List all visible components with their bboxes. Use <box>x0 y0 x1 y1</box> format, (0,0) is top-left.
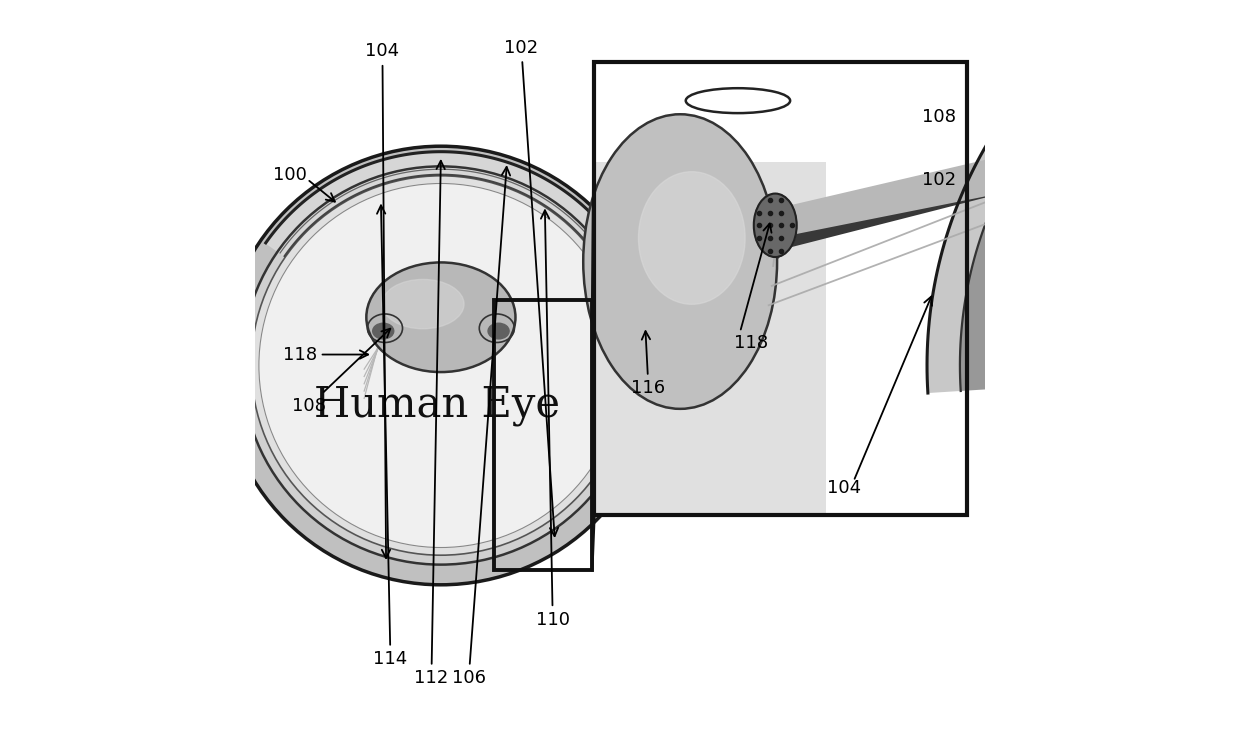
Bar <box>594 62 826 515</box>
Ellipse shape <box>367 314 403 343</box>
Text: 110: 110 <box>536 211 569 629</box>
Bar <box>495 300 593 570</box>
Circle shape <box>259 183 622 548</box>
Text: 104: 104 <box>366 42 399 558</box>
Ellipse shape <box>754 194 796 257</box>
Ellipse shape <box>373 323 394 339</box>
Ellipse shape <box>480 314 515 343</box>
Ellipse shape <box>583 114 777 409</box>
Polygon shape <box>265 152 616 256</box>
Text: 102: 102 <box>505 39 558 536</box>
Ellipse shape <box>639 172 745 304</box>
Circle shape <box>252 175 631 556</box>
Text: 100: 100 <box>273 167 306 184</box>
Polygon shape <box>1011 11 1240 387</box>
Text: 118: 118 <box>283 346 368 363</box>
Text: 108: 108 <box>293 329 391 414</box>
Text: Human Eye: Human Eye <box>314 384 560 426</box>
Polygon shape <box>786 134 1097 235</box>
Circle shape <box>242 167 640 564</box>
Bar <box>594 62 967 515</box>
Ellipse shape <box>366 262 516 372</box>
Ellipse shape <box>489 323 510 339</box>
Polygon shape <box>928 0 1240 393</box>
Ellipse shape <box>686 88 790 113</box>
Text: 104: 104 <box>827 479 862 497</box>
Bar <box>594 62 967 515</box>
Text: 106: 106 <box>451 167 510 687</box>
Text: 118: 118 <box>734 334 768 352</box>
Text: 114: 114 <box>373 205 408 668</box>
Text: 108: 108 <box>923 107 956 126</box>
Polygon shape <box>990 0 1240 389</box>
Bar <box>594 62 967 162</box>
Text: 116: 116 <box>631 331 666 398</box>
Circle shape <box>222 146 660 585</box>
Polygon shape <box>960 0 1240 391</box>
Text: 112: 112 <box>414 161 449 687</box>
Ellipse shape <box>382 279 464 329</box>
Text: 102: 102 <box>923 171 956 189</box>
Polygon shape <box>761 129 1125 270</box>
